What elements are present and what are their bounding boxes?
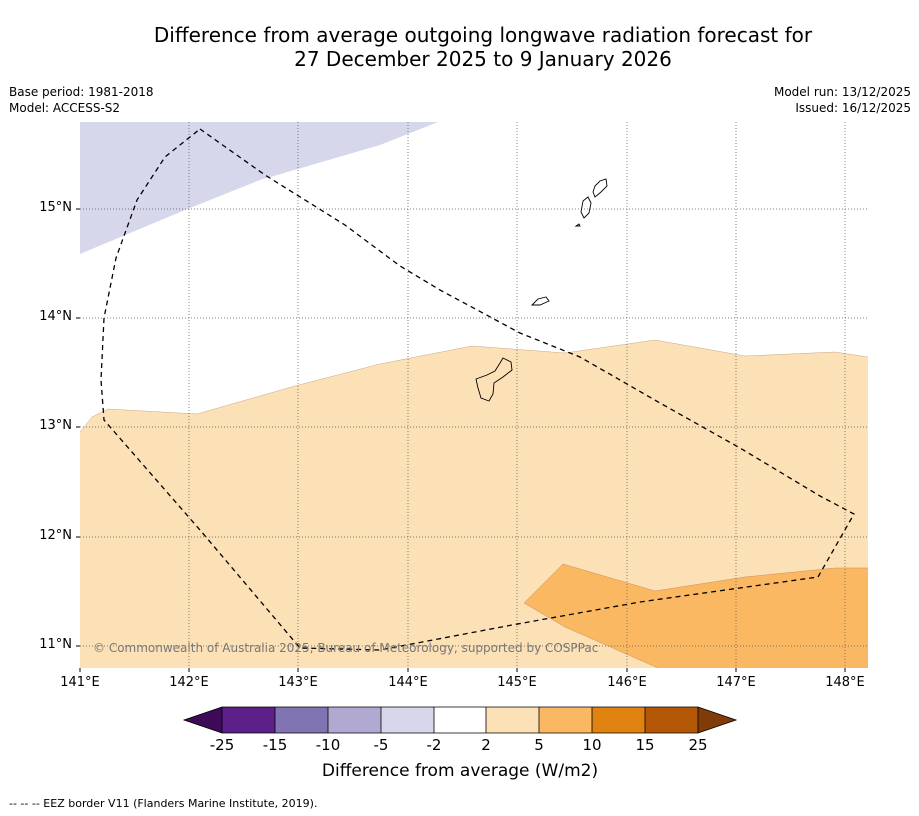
colorbar-swatch bbox=[275, 707, 328, 733]
colorbar-tick-label: 5 bbox=[534, 736, 544, 754]
colorbar-tick-label: -10 bbox=[315, 736, 341, 754]
colorbar-swatch bbox=[434, 707, 486, 733]
issued-text: Issued: 16/12/2025 bbox=[795, 101, 911, 115]
colorbar-tick-label: 25 bbox=[688, 736, 708, 754]
lon-tick-label: 143°E bbox=[278, 675, 318, 690]
colorbar-tick-label: 15 bbox=[635, 736, 655, 754]
lat-tick-label: 13°N bbox=[39, 418, 72, 433]
axis-ticks bbox=[76, 208, 846, 672]
eez-border bbox=[100, 128, 855, 651]
anomaly-region-2-to-5 bbox=[80, 340, 868, 668]
colorbar-tick-label: -15 bbox=[262, 736, 288, 754]
saipan-island bbox=[592, 178, 608, 198]
guam-island bbox=[475, 357, 513, 402]
lat-tick-label: 14°N bbox=[39, 309, 72, 324]
colorbar-swatch bbox=[486, 707, 539, 733]
islands bbox=[475, 178, 608, 402]
lon-tick-label: 147°E bbox=[716, 675, 756, 690]
chart-title-line1: Difference from average outgoing longwav… bbox=[153, 23, 813, 47]
colorbar-min-arrow bbox=[184, 707, 222, 733]
lon-tick-label: 148°E bbox=[825, 675, 865, 690]
tinian-island bbox=[580, 196, 592, 219]
lon-tick-label: 145°E bbox=[497, 675, 537, 690]
colorbar-tick-label: -2 bbox=[426, 736, 442, 754]
colorbar-tick-label: -5 bbox=[373, 736, 389, 754]
colorbar bbox=[182, 706, 738, 734]
lon-tick-label: 142°E bbox=[169, 675, 209, 690]
colorbar-swatch bbox=[328, 707, 381, 733]
colorbar-tick-label: 2 bbox=[481, 736, 491, 754]
colorbar-max-arrow bbox=[698, 707, 736, 733]
lon-tick-label: 141°E bbox=[60, 675, 100, 690]
colorbar-swatch bbox=[222, 707, 275, 733]
anomaly-region-minus5-to-minus2 bbox=[80, 122, 438, 254]
lon-tick-label: 144°E bbox=[388, 675, 428, 690]
model-run-text: Model run: 13/12/2025 bbox=[773, 85, 911, 99]
colorbar-swatch bbox=[381, 707, 434, 733]
rota-island bbox=[530, 296, 550, 306]
map-gridlines bbox=[80, 122, 868, 668]
model-text: Model: ACCESS-S2 bbox=[9, 101, 121, 115]
copyright-text: © Commonwealth of Australia 2025, Bureau… bbox=[93, 641, 599, 655]
colorbar-tick-label: 10 bbox=[582, 736, 602, 754]
eez-footnote: -- -- -- EEZ border V11 (Flanders Marine… bbox=[9, 797, 318, 810]
lat-tick-label: 11°N bbox=[39, 637, 72, 652]
lon-tick-label: 146°E bbox=[607, 675, 647, 690]
colorbar-swatch bbox=[592, 707, 645, 733]
aguijan-island bbox=[574, 223, 581, 227]
colorbar-swatch bbox=[645, 707, 698, 733]
colorbar-swatch bbox=[539, 707, 592, 733]
colorbar-tick-label: -25 bbox=[209, 736, 235, 754]
base-period-text: Base period: 1981-2018 bbox=[9, 85, 154, 99]
lat-tick-label: 15°N bbox=[39, 200, 72, 215]
chart-title-line2: 27 December 2025 to 9 January 2026 bbox=[294, 47, 672, 71]
colorbar-title: Difference from average (W/m2) bbox=[321, 761, 599, 781]
lat-tick-label: 12°N bbox=[39, 528, 72, 543]
anomaly-region-5-to-10 bbox=[524, 564, 868, 668]
